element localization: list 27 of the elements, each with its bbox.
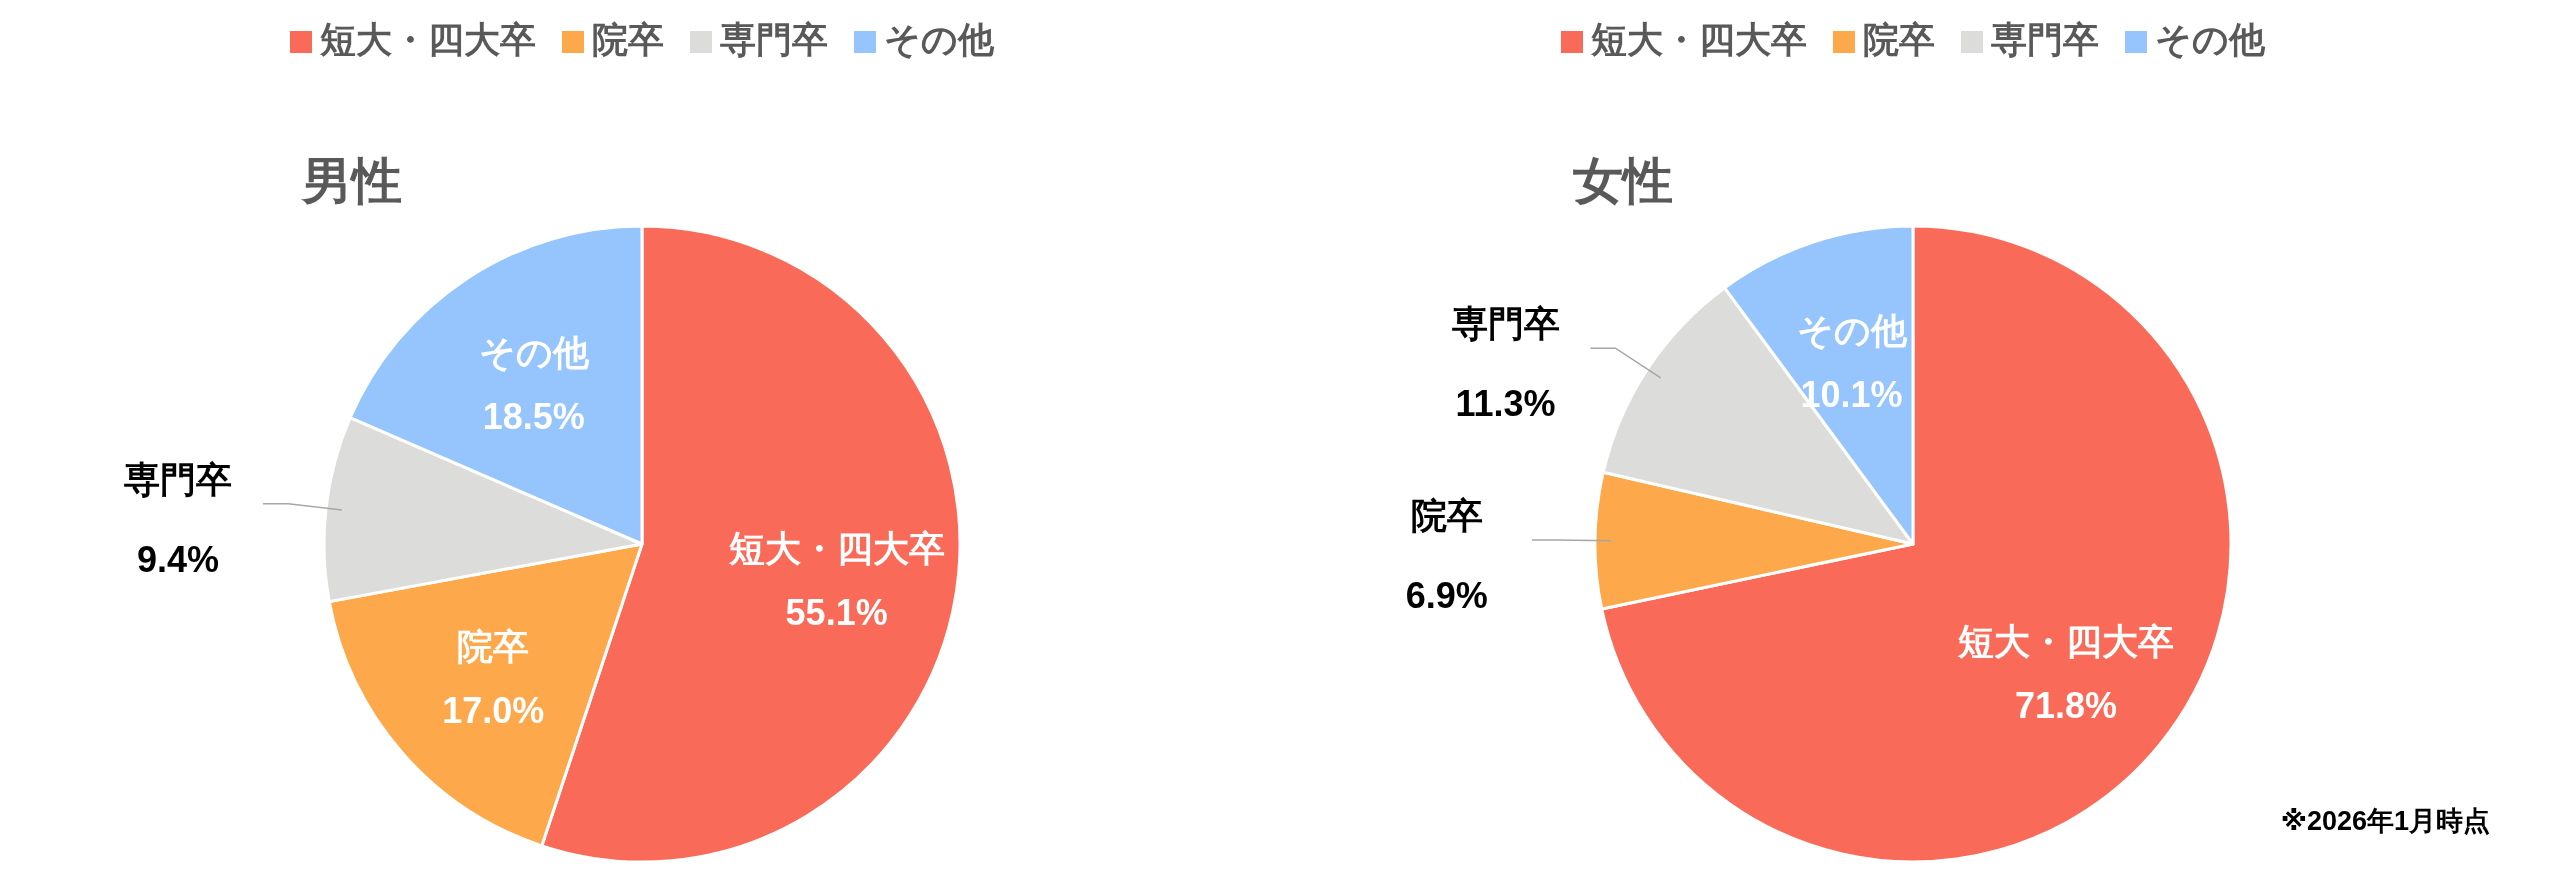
legend-label: 専門卒	[720, 19, 828, 60]
slice-label: その他	[1796, 309, 1908, 351]
legend-label: 短大・四大卒	[1590, 19, 1807, 60]
legend-label: 院卒	[592, 19, 664, 60]
legend-label: 専門卒	[1991, 19, 2099, 60]
data-label: 10.1%	[1800, 373, 1903, 415]
text: 女性	[1572, 153, 1673, 209]
data-label: 9.4%	[137, 538, 220, 580]
data-label: 18.5%	[482, 396, 585, 438]
text: 男性	[300, 153, 402, 209]
slice-label: 専門卒	[124, 458, 233, 500]
slice-label: 短大・四大卒	[1956, 621, 2174, 663]
data-label: 55.1%	[785, 592, 888, 634]
slice-label: 院卒	[457, 626, 530, 668]
slice-label: 短大・四大卒	[727, 528, 945, 570]
data-label: 6.9%	[1405, 575, 1488, 617]
legend-label: その他	[884, 19, 995, 60]
data-label: 17.0%	[442, 690, 545, 732]
text: ※2026年1月時点	[2280, 806, 2490, 836]
slice-label: その他	[478, 332, 590, 374]
legend-label: 院卒	[1863, 19, 1935, 60]
data-label: 11.3%	[1455, 383, 1556, 425]
legend-label: その他	[2155, 19, 2266, 60]
slice-label: 院卒	[1410, 495, 1483, 537]
slice-label: 専門卒	[1451, 303, 1560, 345]
data-label: 71.8%	[2014, 685, 2118, 727]
legend-label: 短大・四大卒	[319, 19, 536, 60]
